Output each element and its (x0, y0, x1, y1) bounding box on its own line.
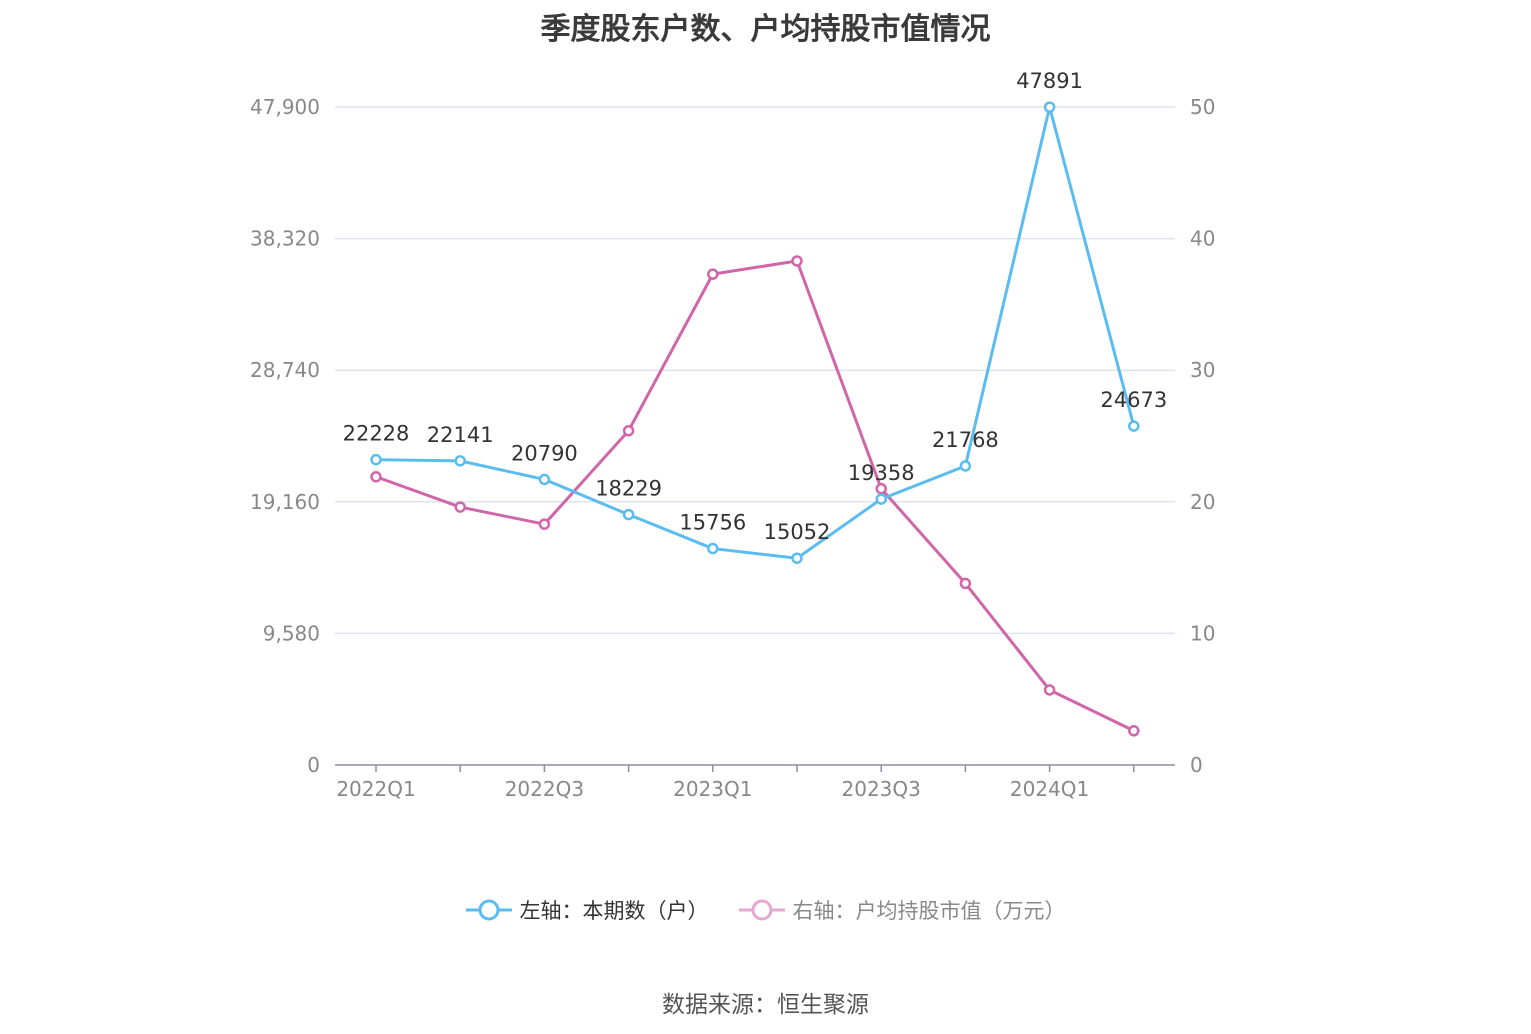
legend-label-right-series: 右轴：户均持股市值（万元） (792, 899, 1066, 923)
data-point-left (454, 455, 466, 467)
right-tick-label: 40 (1190, 227, 1215, 251)
right-tick-label: 0 (1190, 753, 1203, 777)
x-tick-label: 2023Q1 (673, 777, 752, 801)
data-point-left (538, 473, 551, 486)
right-tick-label: 20 (1190, 490, 1215, 514)
line-chart: 2022Q1 2022Q3 2023Q1 2023Q3 2024Q1 0 9,580 19,… (250, 69, 1215, 801)
left-tick-label: 28,740 (250, 358, 320, 382)
right-y-axis: 0 10 20 30 40 50 (1190, 95, 1215, 777)
data-point-left (622, 508, 635, 521)
data-label: 24673 (1100, 388, 1167, 412)
data-point-left (370, 453, 382, 466)
series-line-left (375, 105, 1136, 560)
data-label: 20790 (511, 441, 578, 465)
left-y-axis: 0 9,580 19,160 28,740 38,320 47,900 (250, 95, 320, 777)
left-tick-label: 0 (307, 753, 320, 777)
data-label: 15052 (764, 520, 831, 544)
data-point-right (454, 501, 466, 513)
series-lines (370, 101, 1140, 737)
data-label: 22141 (427, 423, 494, 447)
x-tick-label: 2022Q3 (505, 777, 584, 801)
data-point-right (959, 577, 972, 590)
legend-label-left-series: 左轴：本期数（户） (519, 899, 709, 923)
right-tick-label: 10 (1190, 621, 1215, 645)
left-tick-label: 38,320 (250, 227, 320, 251)
source-text: 数据来源：恒生聚源 (662, 992, 869, 1018)
legend-item-right-series[interactable]: 右轴：户均持股市值（万元） (738, 895, 1066, 925)
data-label: 18229 (595, 477, 662, 501)
data-point-right (538, 518, 551, 530)
data-label: 47891 (1016, 69, 1083, 93)
left-tick-label: 19,160 (250, 490, 320, 514)
x-tick-label: 2023Q3 (842, 777, 921, 801)
data-point-right (1128, 725, 1140, 737)
x-axis: 2022Q1 2022Q3 2023Q1 2023Q3 2024Q1 (335, 764, 1175, 801)
data-label: 21768 (932, 428, 999, 452)
data-point-left (707, 542, 719, 555)
x-tick-label: 2024Q1 (1010, 777, 1089, 801)
series-line-right (375, 259, 1135, 733)
data-point-right (622, 424, 635, 437)
data-point-left (1128, 420, 1140, 432)
legend-swatch-left-icon (465, 899, 512, 921)
data-point-right (1043, 684, 1056, 696)
data-point-right (875, 482, 887, 495)
data-point-right (791, 255, 803, 267)
legend-swatch-right-icon (738, 899, 785, 921)
right-tick-label: 30 (1190, 358, 1215, 382)
legend-item-left-series[interactable]: 左轴：本期数（户） (465, 895, 709, 925)
data-label: 19358 (848, 461, 915, 485)
chart-title: 季度股东户数、户均持股市值情况 (540, 12, 991, 47)
data-point-right (707, 268, 719, 280)
left-tick-label: 47,900 (250, 95, 320, 119)
data-point-left (875, 493, 887, 505)
left-tick-label: 9,580 (263, 621, 320, 645)
x-tick-label: 2022Q1 (336, 777, 415, 801)
data-labels: 22228 22141 20790 18229 15756 15052 19358 21768… (343, 69, 1168, 544)
data-point-left (1043, 101, 1056, 113)
data-point-left (791, 552, 803, 564)
grid-lines (335, 106, 1175, 635)
data-point-left (959, 460, 972, 472)
right-tick-label: 50 (1190, 95, 1215, 119)
data-label: 15756 (679, 511, 746, 535)
legend: 左轴：本期数（户） 右轴：户均持股市值（万元） (0, 895, 1531, 925)
data-label: 22228 (343, 422, 410, 446)
data-point-right (370, 471, 382, 483)
